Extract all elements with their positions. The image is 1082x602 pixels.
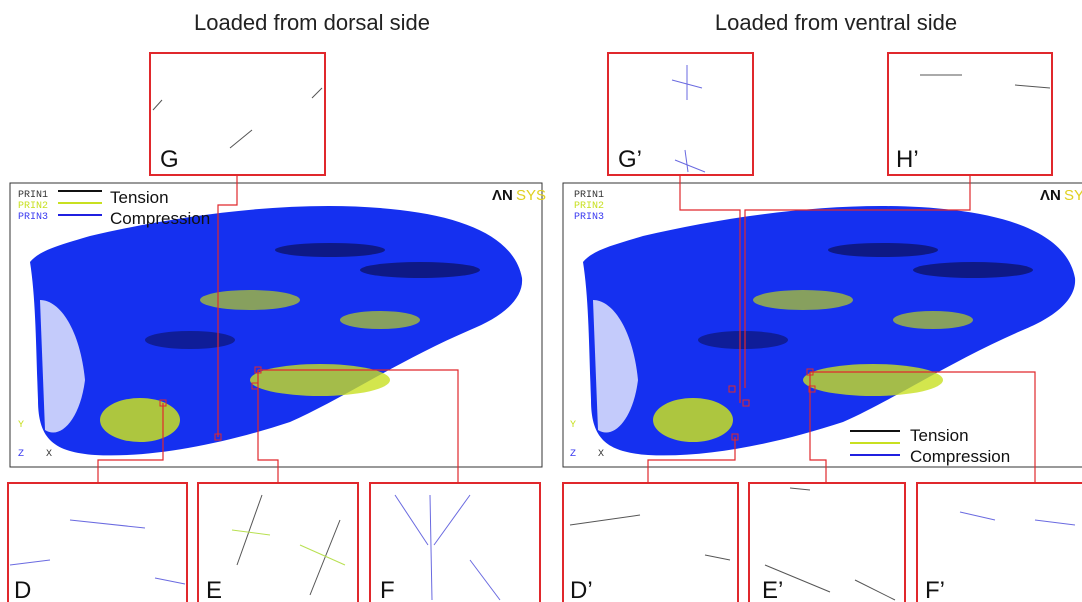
logo: ΛN [1040, 187, 1061, 204]
panel-title: Loaded from ventral side [715, 10, 957, 35]
axis-x: X [598, 449, 604, 460]
legend-prin: PRIN2 [18, 201, 48, 212]
inset-box [8, 483, 187, 602]
inset-label: H’ [896, 146, 919, 173]
logo: ΛN [492, 187, 513, 204]
inset-label: E [206, 577, 222, 602]
legend-prin: PRIN2 [574, 201, 604, 212]
figure: Loaded from dorsal side PRIN1 PRIN2 PRIN… [0, 0, 1082, 602]
axis-x: X [46, 449, 52, 460]
legend-prin: PRIN3 [18, 212, 48, 223]
inset-label: G’ [618, 146, 642, 173]
inset-label: D [14, 577, 31, 602]
inset-label: F’ [925, 577, 945, 602]
inset-label: G [160, 146, 179, 173]
axis-y: Y [18, 420, 24, 431]
inset-box [370, 483, 540, 602]
legend-prin: PRIN1 [574, 190, 604, 201]
axis-z: Z [570, 449, 576, 460]
panel-title: Loaded from dorsal side [194, 10, 430, 35]
inset-label: E’ [762, 577, 783, 602]
axis-z: Z [18, 449, 24, 460]
legend-compression: Compression [110, 209, 210, 228]
legend-compression: Compression [910, 447, 1010, 466]
legend-tension: Tension [910, 426, 969, 445]
legend-tension: Tension [110, 188, 169, 207]
logo-accent: SYS [1064, 187, 1082, 204]
inset-label: F [380, 577, 395, 602]
axis-y: Y [570, 420, 576, 431]
legend-prin: PRIN1 [18, 190, 48, 201]
logo-accent: SYS [516, 187, 546, 204]
inset-label: D’ [570, 577, 593, 602]
legend-prin: PRIN3 [574, 212, 604, 223]
